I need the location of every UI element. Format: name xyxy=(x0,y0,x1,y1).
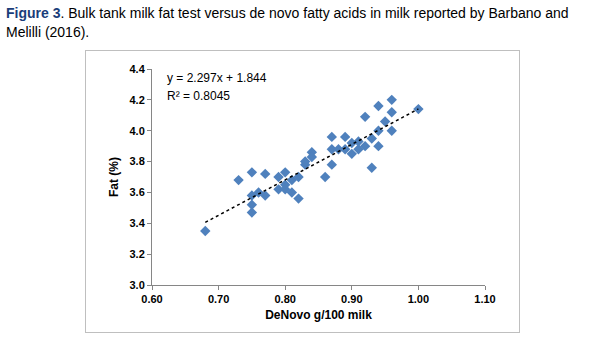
svg-text:3.8: 3.8 xyxy=(130,155,145,167)
svg-text:0.90: 0.90 xyxy=(341,293,362,305)
svg-text:3.4: 3.4 xyxy=(130,217,146,229)
svg-text:3.0: 3.0 xyxy=(130,279,145,291)
svg-text:3.2: 3.2 xyxy=(130,248,145,260)
svg-text:1.00: 1.00 xyxy=(408,293,429,305)
svg-text:Fat (%): Fat (%) xyxy=(107,157,121,197)
svg-text:0.60: 0.60 xyxy=(141,293,162,305)
svg-text:3.6: 3.6 xyxy=(130,186,145,198)
svg-text:DeNovo g/100 milk: DeNovo g/100 milk xyxy=(265,308,372,322)
svg-text:0.80: 0.80 xyxy=(274,293,295,305)
svg-text:R² = 0.8045: R² = 0.8045 xyxy=(167,89,230,103)
svg-text:0.70: 0.70 xyxy=(208,293,229,305)
svg-text:1.10: 1.10 xyxy=(474,293,495,305)
svg-text:4.2: 4.2 xyxy=(130,94,145,106)
html-text:Figure 3. Bulk tank milk fat t: Figure 3. Bulk tank milk fat test versus… xyxy=(6,5,569,40)
svg-text:4.4: 4.4 xyxy=(130,63,146,75)
svg-text:4.0: 4.0 xyxy=(130,125,145,137)
svg-text:y = 2.297x + 1.844: y = 2.297x + 1.844 xyxy=(167,71,267,85)
